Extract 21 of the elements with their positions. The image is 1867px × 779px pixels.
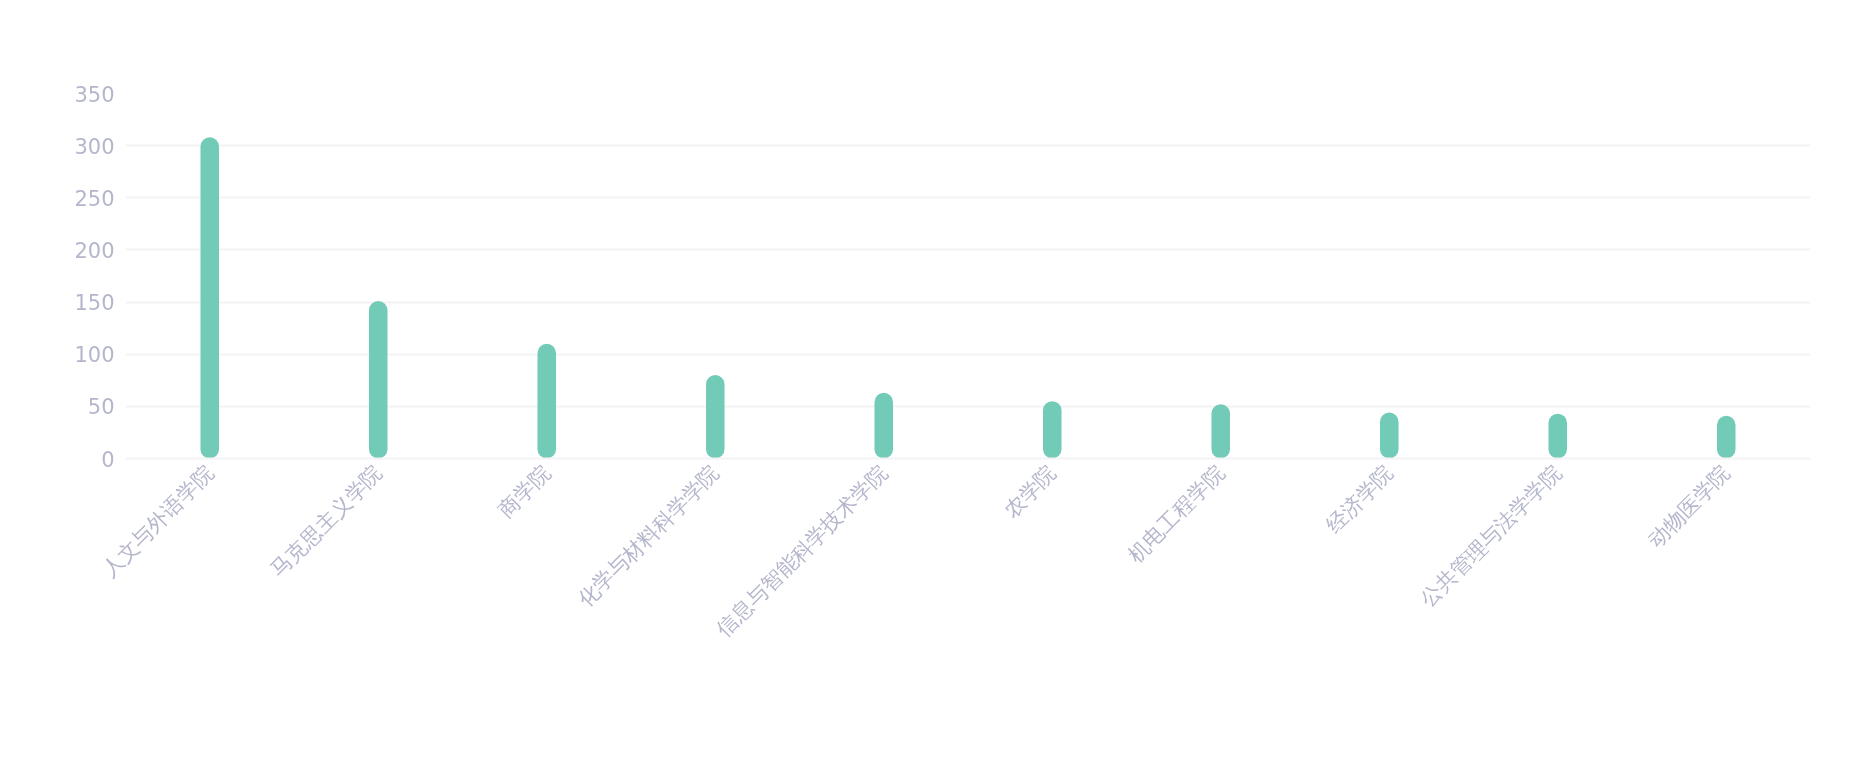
x-tick-label: 机电工程学院 xyxy=(1123,461,1230,568)
x-tick-label: 商学院 xyxy=(493,461,556,523)
x-tick-label: 公共管理与法学学院 xyxy=(1415,461,1567,612)
x-tick-label: 化学与材料科学学院 xyxy=(573,461,724,612)
x-tick-label: 农学院 xyxy=(999,461,1061,523)
y-tick-label: 200 xyxy=(74,238,115,263)
y-tick-label: 0 xyxy=(101,447,115,472)
y-tick-label: 150 xyxy=(74,291,115,316)
bar xyxy=(874,392,894,459)
bar xyxy=(368,301,388,459)
bar xyxy=(537,343,557,459)
bar xyxy=(200,137,220,459)
x-tick-label: 经济学院 xyxy=(1321,461,1398,538)
y-tick-label: 350 xyxy=(74,82,115,107)
y-tick-label: 100 xyxy=(74,343,115,368)
bar xyxy=(705,375,725,459)
y-tick-label: 250 xyxy=(74,186,115,211)
y-tick-label: 50 xyxy=(87,395,115,420)
x-tick-label: 马克思主义学院 xyxy=(265,461,387,582)
x-tick-label: 动物医学院 xyxy=(1643,461,1735,553)
y-tick-label: 300 xyxy=(74,134,115,159)
